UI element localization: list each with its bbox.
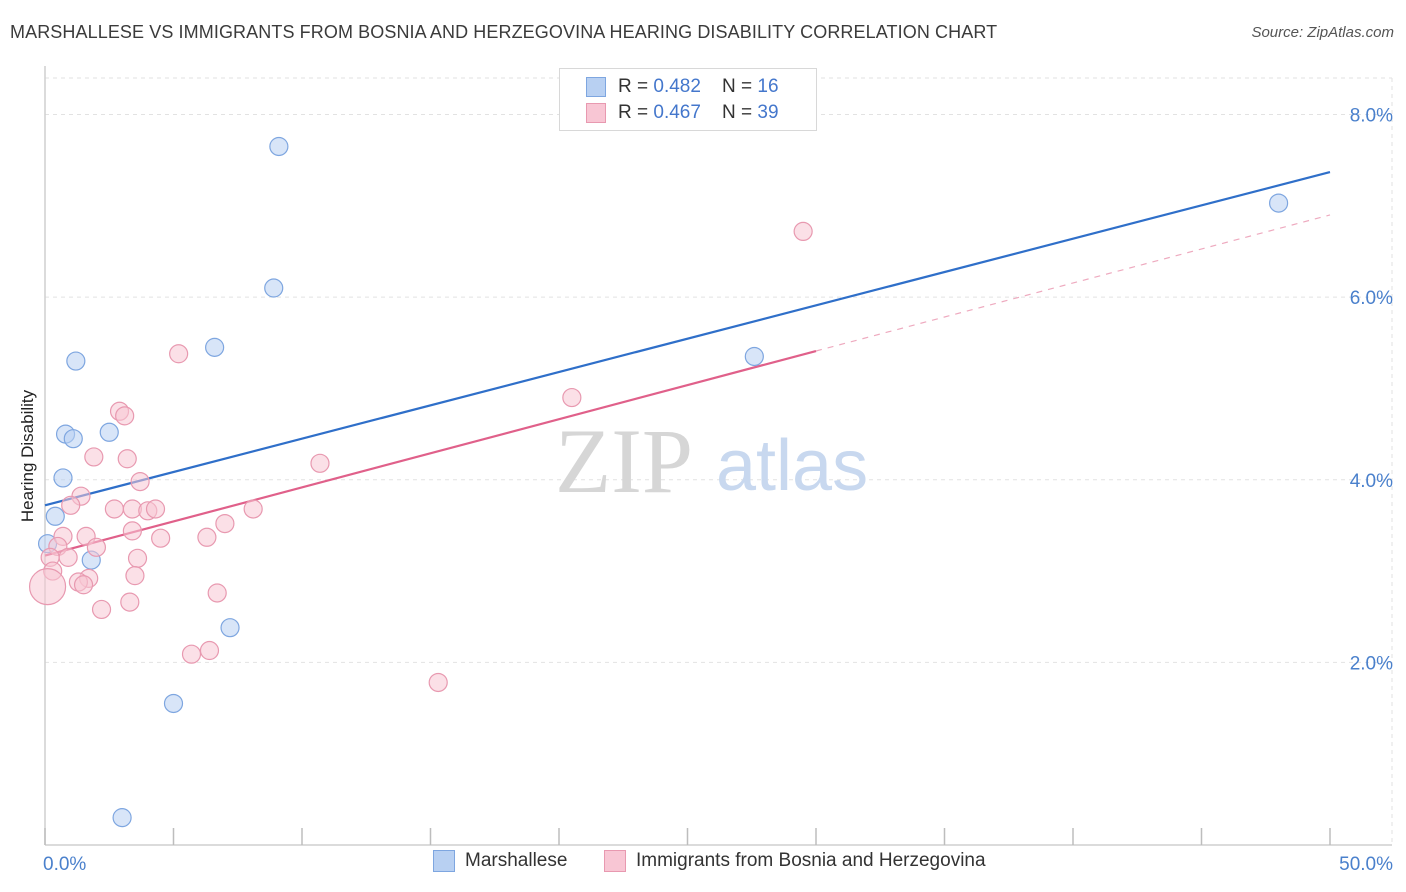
watermark-zip: ZIP xyxy=(555,410,693,512)
trendline-marshallese xyxy=(44,170,1331,507)
point-marshallese xyxy=(205,337,225,357)
source-label: Source: ZipAtlas.com xyxy=(1251,24,1394,41)
point-bosnia xyxy=(181,644,202,664)
legend-n-label: N = xyxy=(722,102,758,123)
y-tick-label: 2.0% xyxy=(1350,653,1393,674)
trendline-bosnia xyxy=(44,349,817,557)
stats-legend: R = 0.482 N = 16 R = 0.467 N = 39 xyxy=(559,68,817,131)
point-bosnia xyxy=(197,527,217,547)
watermark-atlas: atlas xyxy=(716,426,868,506)
point-bosnia xyxy=(104,499,124,519)
point-bosnia xyxy=(58,547,78,567)
point-marshallese xyxy=(220,618,240,638)
point-bosnia xyxy=(28,567,67,606)
point-bosnia xyxy=(562,387,582,408)
point-bosnia xyxy=(130,471,150,492)
axes xyxy=(44,66,1392,846)
point-bosnia xyxy=(125,566,145,586)
point-marshallese xyxy=(66,351,86,371)
legend-swatch-pink xyxy=(586,103,606,123)
legend-r-value: 0.467 xyxy=(653,102,701,123)
chart-title: MARSHALLESE VS IMMIGRANTS FROM BOSNIA AN… xyxy=(10,22,998,42)
y-tick-label: 6.0% xyxy=(1350,288,1393,309)
y-axis-label: Hearing Disability xyxy=(18,389,37,523)
bottom-legend-bosnia: Immigrants from Bosnia and Herzegovina xyxy=(604,850,986,872)
point-bosnia xyxy=(122,521,142,541)
trendline-bosnia-extension xyxy=(815,214,1331,352)
point-bosnia xyxy=(243,499,263,519)
legend-r-label: R = xyxy=(618,76,654,97)
point-bosnia xyxy=(199,640,220,661)
tick-labels: 2.0% 4.0% 6.0% 8.0% 0.0% 50.0% xyxy=(43,106,1393,875)
point-marshallese xyxy=(53,468,73,488)
point-marshallese xyxy=(163,693,184,714)
point-bosnia xyxy=(151,528,171,548)
legend-swatch-blue xyxy=(586,77,606,97)
legend-row-bosnia: R = 0.467 N = 39 xyxy=(586,101,779,125)
bottom-legend-swatch-blue xyxy=(433,850,455,872)
point-marshallese xyxy=(744,346,764,367)
bottom-legend-swatch-pink xyxy=(604,850,626,872)
point-bosnia xyxy=(117,449,137,469)
bottom-legend-label: Marshallese xyxy=(465,850,568,871)
point-marshallese xyxy=(112,808,132,828)
legend-n-value: 16 xyxy=(757,76,779,97)
legend-row-marshallese: R = 0.482 N = 16 xyxy=(586,75,779,99)
legend-n-value: 39 xyxy=(757,102,779,123)
point-marshallese xyxy=(45,506,65,526)
data-points xyxy=(28,136,1289,828)
point-bosnia xyxy=(73,575,94,595)
point-marshallese xyxy=(99,422,119,442)
point-bosnia xyxy=(86,537,107,557)
bottom-legend-marshallese: Marshallese xyxy=(433,850,567,872)
legend-r-value: 0.482 xyxy=(653,76,701,97)
point-marshallese xyxy=(1268,193,1289,213)
point-bosnia xyxy=(61,495,81,515)
point-bosnia xyxy=(207,583,227,603)
point-bosnia xyxy=(145,499,166,519)
point-bosnia xyxy=(793,221,813,241)
point-bosnia xyxy=(127,548,148,568)
point-bosnia xyxy=(215,513,235,534)
point-bosnia xyxy=(310,453,330,473)
y-tick-label: 8.0% xyxy=(1350,106,1393,127)
point-marshallese xyxy=(269,136,289,157)
legend-r-label: R = xyxy=(618,102,654,123)
bottom-legend-label: Immigrants from Bosnia and Herzegovina xyxy=(636,850,986,871)
legend-n-label: N = xyxy=(722,76,758,97)
point-bosnia xyxy=(428,672,448,693)
point-marshallese xyxy=(63,429,83,449)
point-bosnia xyxy=(169,344,189,364)
trend-lines xyxy=(44,170,1331,557)
point-marshallese xyxy=(264,278,284,298)
point-bosnia xyxy=(91,599,112,620)
y-tick-label: 4.0% xyxy=(1350,471,1393,492)
point-bosnia xyxy=(84,447,104,467)
watermark: ZIP atlas xyxy=(555,410,868,512)
point-bosnia xyxy=(115,406,135,426)
x-tick-label: 50.0% xyxy=(1339,854,1393,875)
x-tick-label: 0.0% xyxy=(43,854,86,875)
point-bosnia xyxy=(120,592,140,612)
